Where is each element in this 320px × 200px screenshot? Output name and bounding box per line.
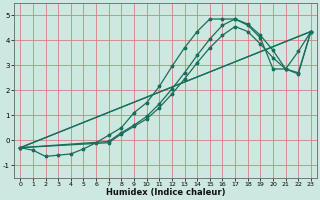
X-axis label: Humidex (Indice chaleur): Humidex (Indice chaleur)	[106, 188, 225, 197]
